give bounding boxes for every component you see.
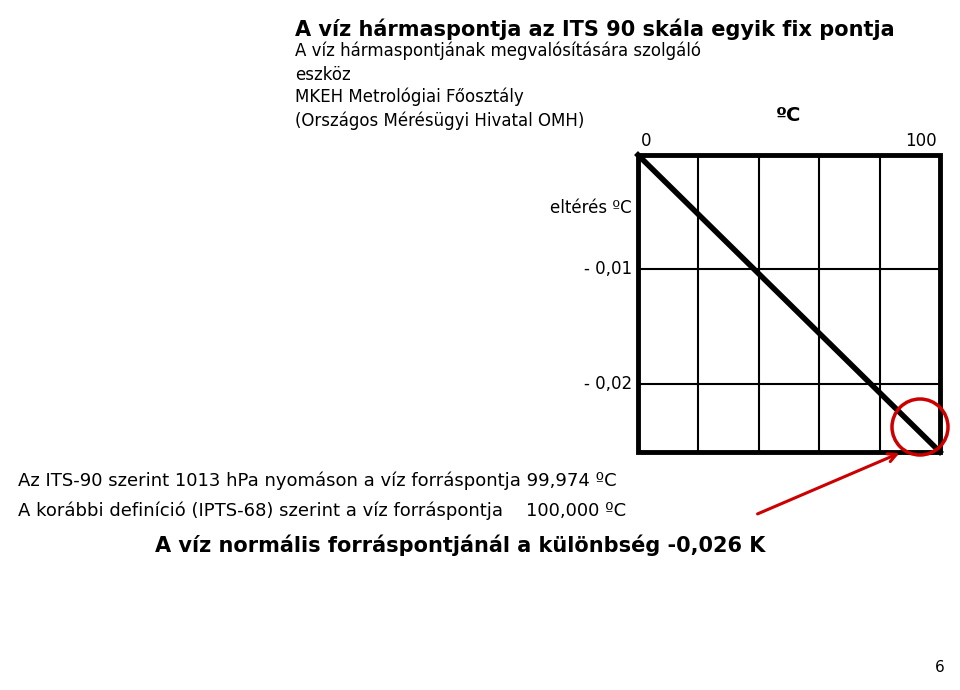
Text: ºC: ºC — [777, 106, 802, 125]
Bar — [638, 155, 940, 452]
Text: A víz hármaspontja az ITS 90 skála egyik fix pontja: A víz hármaspontja az ITS 90 skála egyik… — [295, 18, 895, 39]
Text: eszköz: eszköz — [295, 66, 350, 84]
Text: MKEH Metrológiai Főosztály: MKEH Metrológiai Főosztály — [295, 88, 524, 106]
Text: eltérés ºC: eltérés ºC — [550, 199, 632, 217]
Text: Az ITS-90 szerint 1013 hPa nyomáson a víz forráspontja 99,974 ºC: Az ITS-90 szerint 1013 hPa nyomáson a ví… — [18, 472, 616, 491]
Text: - 0,02: - 0,02 — [584, 375, 632, 393]
Text: 6: 6 — [935, 660, 945, 675]
Text: - 0,01: - 0,01 — [584, 260, 632, 278]
Text: (Országos Mérésügyi Hivatal OMH): (Országos Mérésügyi Hivatal OMH) — [295, 112, 585, 130]
Text: A víz normális forráspontjánál a különbség -0,026 K: A víz normális forráspontjánál a különbs… — [155, 535, 765, 557]
Text: 0: 0 — [641, 132, 652, 150]
Text: 100: 100 — [905, 132, 937, 150]
Text: A korábbi definíció (IPTS-68) szerint a víz forráspontja    100,000 ºC: A korábbi definíció (IPTS-68) szerint a … — [18, 502, 626, 520]
Text: A víz hármaspontjának megvalósítására szolgáló: A víz hármaspontjának megvalósítására sz… — [295, 42, 701, 61]
